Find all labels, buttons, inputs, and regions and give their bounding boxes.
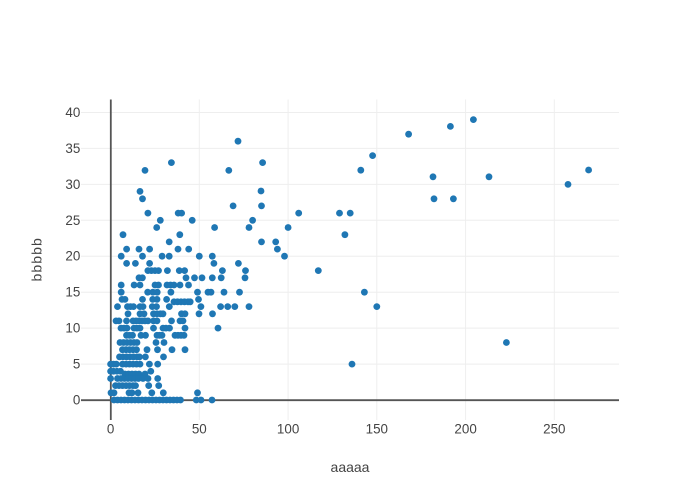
svg-text:100: 100 xyxy=(277,422,299,437)
svg-text:30: 30 xyxy=(65,177,80,192)
svg-text:35: 35 xyxy=(65,141,80,156)
svg-text:150: 150 xyxy=(366,422,388,437)
svg-text:20: 20 xyxy=(65,249,80,264)
svg-text:15: 15 xyxy=(65,285,80,300)
svg-text:bbbbb: bbbbb xyxy=(28,237,44,281)
svg-text:25: 25 xyxy=(65,213,80,228)
svg-text:200: 200 xyxy=(454,422,476,437)
svg-text:50: 50 xyxy=(192,422,207,437)
svg-text:5: 5 xyxy=(73,357,80,372)
svg-text:250: 250 xyxy=(543,422,565,437)
svg-text:0: 0 xyxy=(73,393,80,408)
svg-text:40: 40 xyxy=(65,105,80,120)
svg-text:0: 0 xyxy=(107,422,114,437)
svg-text:10: 10 xyxy=(65,321,80,336)
svg-text:aaaaa: aaaaa xyxy=(331,459,370,475)
